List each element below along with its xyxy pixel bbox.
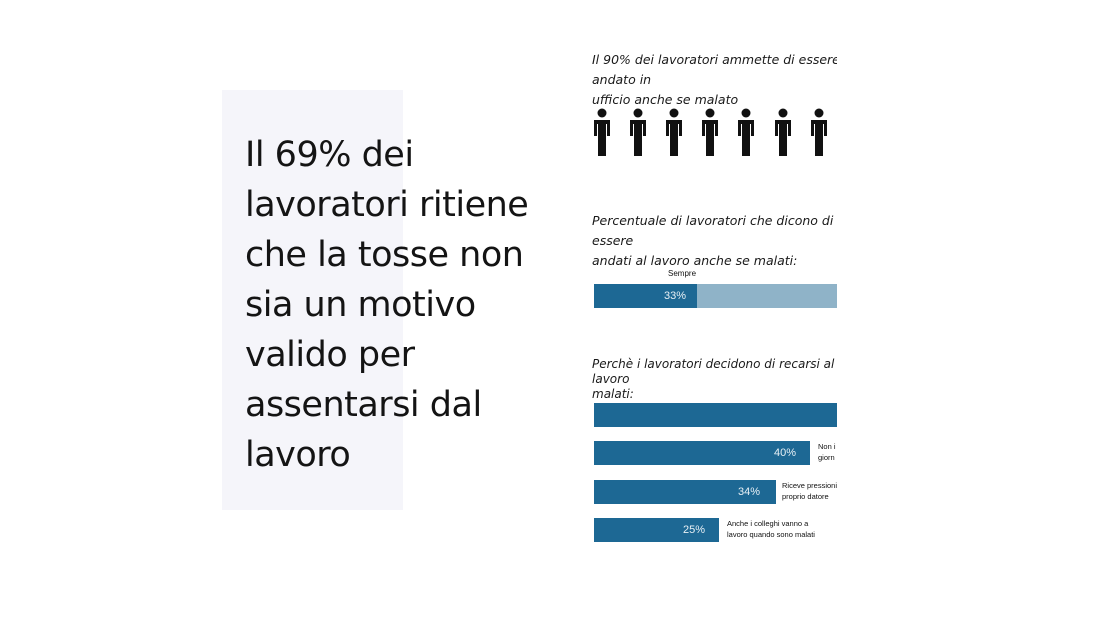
reason-bar-3: 34% xyxy=(594,480,776,504)
person-icon xyxy=(594,108,610,156)
person-icon xyxy=(702,108,718,156)
person-icon xyxy=(630,108,646,156)
person-icon xyxy=(738,108,754,156)
person-icon xyxy=(811,108,827,156)
section1-caption: Il 90% dei lavoratori ammette di essere … xyxy=(592,52,837,107)
reason-bar-4: 25% xyxy=(594,518,719,542)
reason-bar-2-label: Non i giorn xyxy=(818,442,836,462)
person-icons-row xyxy=(592,108,837,158)
reason-bar-4-value: 25% xyxy=(683,524,706,536)
person-icon xyxy=(775,108,791,156)
section2-caption: Percentuale di lavoratori che dicono di … xyxy=(592,213,834,268)
always-bar-remainder xyxy=(697,284,837,308)
always-bar-fill: 33% xyxy=(594,284,697,308)
person-icon xyxy=(666,108,682,156)
headline-background xyxy=(222,90,403,510)
reason-bar-1 xyxy=(594,403,837,427)
reason-bar-3-label: Riceve pressioni proprio datore xyxy=(782,481,837,501)
reason-bar-4-label: Anche i colleghi vanno a lavoro quando s… xyxy=(727,519,815,539)
infographic-panel: Il 90% dei lavoratori ammette di essere … xyxy=(592,0,837,617)
reason-bar-2-value: 40% xyxy=(774,447,797,459)
always-bar-value: 33% xyxy=(664,290,687,302)
reason-bar-3-value: 34% xyxy=(738,486,761,498)
reason-bar-2: 40% xyxy=(594,441,810,465)
section3-caption: Perchè i lavoratori decidono di recarsi … xyxy=(592,357,835,401)
always-bar-label: Sempre xyxy=(668,269,697,278)
headline-text: Il 69% dei lavoratori ritiene che la tos… xyxy=(245,135,529,475)
